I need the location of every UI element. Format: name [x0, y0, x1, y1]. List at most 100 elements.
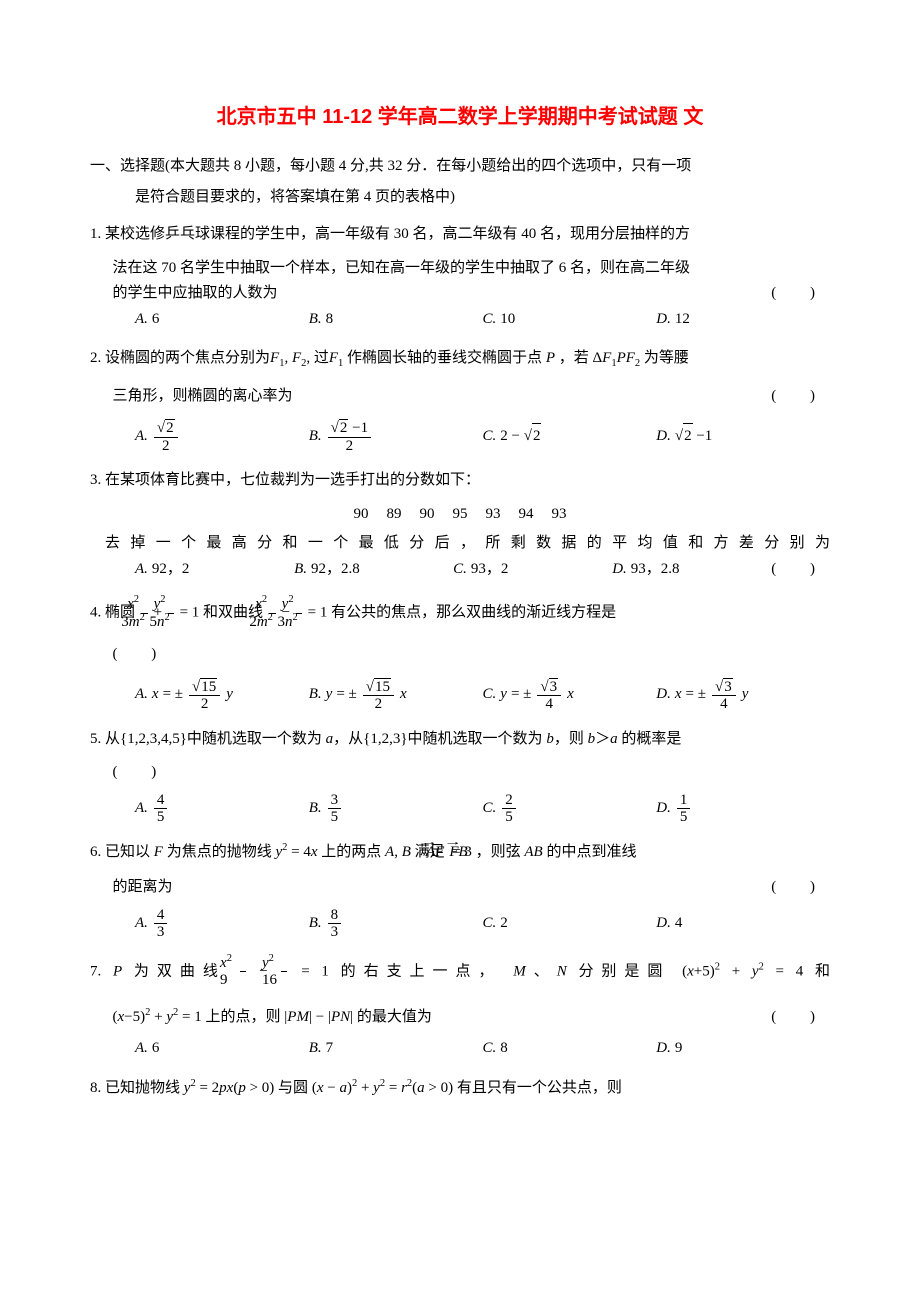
options: A. 6 B. 7 C. 8 D. 9 [90, 1036, 830, 1062]
option-label: A. [135, 1036, 148, 1062]
q-num: 8. [90, 1080, 101, 1096]
option-value: √2 −1 [675, 423, 712, 450]
question-5: 5. 从{1,2,3,4,5}中随机选取一个数为 a，从{1,2,3}中随机选取… [90, 727, 830, 826]
q-text: 和 [815, 963, 830, 979]
option-value: 93，2 [471, 557, 509, 583]
options: A. √22 B. √2 −12 C. 2 − √2 D. √2 −1 [90, 419, 830, 454]
section-sub: 是符合题目要求的，将答案填在第 4 页的表格中) [90, 185, 830, 211]
option-label: C. [483, 796, 497, 822]
question-7: 7. P 为双曲线 x29 − y216 = 1 的右支上一点， M、N 分别是… [90, 955, 830, 1062]
q-text: 为焦点的抛物线 [167, 844, 272, 860]
paren: ( ) [113, 646, 172, 662]
q-text: 作椭圆长轴的垂线交椭圆于点 [347, 350, 542, 366]
fraction: x29 [240, 955, 246, 989]
option-label: B. [294, 557, 307, 583]
q-text: 的概率是 [621, 731, 681, 747]
options: A. 43 B. 83 C. 2 D. 4 [90, 907, 830, 941]
q-text: 与圆 [278, 1080, 308, 1096]
option-value: 6 [152, 307, 160, 333]
question-4: 4. 椭圆 x23m2 + y25n2 = 1 和双曲线 x22m2 − y23… [90, 596, 830, 713]
q-text: 的中点到准线 [546, 844, 636, 860]
option-label: C. [483, 1036, 497, 1062]
option-label: D. [656, 307, 671, 333]
option-value: 92，2.8 [311, 557, 360, 583]
fraction: 25 [502, 792, 516, 826]
section-heading: 一、选择题(本大题共 8 小题，每小题 4 分,共 32 分．在每小题给出的四个… [90, 154, 830, 180]
option-value: 2 − √2 [500, 423, 541, 450]
option-label: C. [453, 557, 467, 583]
q-text: 有公共的焦点，那么双曲线的渐近线方程是 [331, 604, 616, 620]
option-label: C. [483, 911, 497, 937]
fraction: 15 [677, 792, 691, 826]
option-label: A. [135, 796, 148, 822]
option-label: C. [483, 682, 497, 708]
q-text: 某校选修乒乓球课程的学生中，高一年级有 30 名，高二年级有 40 名，现用分层… [105, 226, 690, 242]
option-label: D. [656, 424, 671, 450]
options: A. x = ± √152 y B. y = ± √152 x C. y = ±… [90, 678, 830, 713]
fraction: y23n2 [296, 596, 302, 630]
q-text: 为等腰 [644, 350, 689, 366]
q-num: 1. [90, 226, 101, 242]
q-text: 有且只有一个公共点，则 [457, 1080, 622, 1096]
q-text: 法在这 70 名学生中抽取一个样本，已知在高一年级的学生中抽取了 6 名，则在高… [90, 256, 830, 282]
question-3: 3. 在某项体育比赛中，七位裁判为一选手打出的分数如下： 90899095939… [90, 468, 830, 582]
option-label: B. [309, 307, 322, 333]
option-value: 93，2.8 [631, 557, 680, 583]
q-text: 的右支上一点， [341, 963, 502, 979]
q-text: 上的两点 [321, 844, 381, 860]
option-label: B. [309, 682, 322, 708]
option-label: D. [612, 557, 627, 583]
option-label: C. [483, 307, 497, 333]
question-2: 2. 设椭圆的两个焦点分别为F1, F2, 过F1 作椭圆长轴的垂线交椭圆于点 … [90, 346, 830, 454]
option-label: B. [309, 796, 322, 822]
q-text: 分别是圆 [578, 963, 670, 979]
q-text: 在某项体育比赛中，七位裁判为一选手打出的分数如下： [105, 472, 480, 488]
option-label: A. [135, 911, 148, 937]
q-num: 7. [90, 963, 101, 979]
option-value: 2 [500, 911, 508, 937]
option-value: 7 [326, 1036, 334, 1062]
exam-title: 北京市五中 11-12 学年高二数学上学期期中考试试题 文 [90, 100, 830, 134]
q-text: (x−5)2 + y2 = 1 上的点，则 |PM| − |PN| 的最大值为(… [90, 1005, 830, 1031]
option-label: B. [309, 1036, 322, 1062]
fraction: 35 [328, 792, 342, 826]
q-num: 6. [90, 844, 101, 860]
options: A. 92，2 B. 92，2.8 C. 93，2 D. 93，2.8 [90, 557, 771, 583]
option-label: A. [135, 557, 148, 583]
q-text: ，则 [554, 731, 584, 747]
q-text: 已知以 [105, 844, 150, 860]
option-label: D. [656, 796, 671, 822]
q-text: 从{1,2,3,4,5}中随机选取一个数为 [105, 731, 322, 747]
option-label: D. [656, 911, 671, 937]
option-label: D. [656, 682, 671, 708]
paren: ( ) [771, 557, 830, 583]
option-label: C. [483, 424, 497, 450]
score-list: 90899095939493 [90, 502, 830, 528]
fraction: y25n2 [168, 596, 174, 630]
q-num: 3. [90, 472, 101, 488]
option-label: B. [309, 424, 322, 450]
fraction: √22 [154, 419, 178, 454]
q-text: 的距离为( ) [90, 875, 830, 901]
q-text: 为双曲线 [134, 963, 226, 979]
option-label: A. [135, 307, 148, 333]
option-value: 6 [152, 1036, 160, 1062]
options: A. 6 B. 8 C. 10 D. 12 [90, 307, 830, 333]
q-text: 已知抛物线 [105, 1080, 180, 1096]
fraction: √2 −12 [328, 419, 371, 454]
question-6: 6. 已知以 F 为焦点的抛物线 y2 = 4x 上的两点 A, B 满足 AF… [90, 840, 830, 941]
fraction: √34 [537, 678, 561, 713]
option-label: B. [309, 911, 322, 937]
q-num: 2. [90, 350, 101, 366]
q-text: 三角形，则椭圆的离心率为( ) [90, 384, 830, 410]
options: A. 45 B. 35 C. 25 D. 15 [90, 792, 830, 826]
fraction: x22m2 [269, 596, 276, 630]
option-value: 12 [675, 307, 690, 333]
q-text: ，则弦 [476, 844, 521, 860]
fraction: √152 [363, 678, 394, 713]
option-value: 4 [675, 911, 683, 937]
option-value: 8 [326, 307, 334, 333]
option-label: A. [135, 682, 148, 708]
option-value: 9 [675, 1036, 683, 1062]
option-label: D. [656, 1036, 671, 1062]
